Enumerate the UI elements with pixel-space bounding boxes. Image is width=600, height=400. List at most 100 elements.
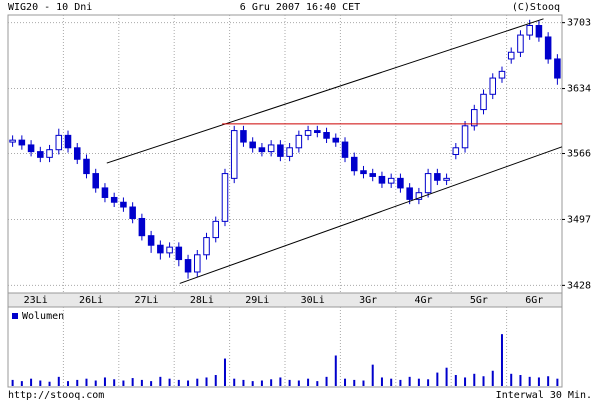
candle-body	[406, 187, 413, 200]
candle-body	[314, 130, 321, 134]
volume-bar	[390, 378, 393, 386]
x-tick-label: 30Li	[301, 295, 325, 306]
volume-bar	[168, 378, 171, 386]
candle-body	[110, 196, 118, 203]
y-tick-label: 3428	[567, 280, 591, 291]
volume-bar	[519, 375, 522, 386]
candle-body	[92, 173, 99, 189]
volume-bar	[67, 381, 70, 386]
volume-bar	[556, 378, 559, 386]
candle-body	[415, 192, 423, 200]
candle-body	[471, 109, 478, 127]
candle-body	[461, 125, 469, 149]
volume-bar	[436, 372, 439, 386]
candle-body	[286, 147, 293, 157]
candle-body	[46, 149, 53, 158]
volume-bar	[464, 377, 467, 386]
trendline	[179, 146, 563, 284]
volume-bar	[344, 378, 347, 386]
candle-body	[120, 201, 127, 208]
candle-body	[221, 173, 229, 222]
x-tick-label: 23Li	[24, 295, 48, 306]
candle-body	[157, 244, 164, 254]
candle-body	[480, 93, 487, 111]
volume-bar	[547, 376, 550, 386]
volume-bar	[427, 379, 430, 386]
candle-body	[397, 177, 404, 189]
x-tick-label: 29Li	[245, 295, 269, 306]
volume-bar	[187, 380, 190, 386]
candle-body	[9, 139, 16, 143]
x-tick-label: 27Li	[134, 295, 158, 306]
candle-body	[378, 175, 386, 184]
candle-body	[507, 51, 515, 60]
candle-body	[240, 130, 247, 143]
candle-body	[489, 77, 497, 95]
candle-body	[544, 36, 552, 60]
volume-bar	[380, 377, 383, 386]
candle-body	[175, 246, 183, 261]
volume-bar	[57, 376, 60, 386]
legend-label: Wolumen	[22, 311, 64, 322]
volume-bar	[417, 378, 420, 386]
volume-bar	[270, 379, 273, 386]
volume-bar	[150, 381, 153, 386]
candle-body	[517, 34, 524, 53]
volume-bar	[140, 379, 143, 386]
volume-bar	[482, 376, 485, 386]
volume-bar	[371, 364, 374, 386]
candle-body	[360, 170, 367, 175]
volume-bar	[103, 377, 106, 386]
candle-body	[526, 25, 533, 36]
candle-body	[424, 173, 432, 194]
candle-body	[434, 173, 441, 181]
legend-swatch	[12, 313, 18, 319]
volume-bar	[500, 334, 503, 386]
volume-bar	[454, 375, 457, 386]
volume-bar	[260, 380, 263, 386]
volume-bar	[94, 380, 97, 386]
candle-body	[101, 187, 109, 198]
candle-body	[212, 220, 220, 239]
candle-body	[443, 177, 450, 181]
candle-body	[83, 158, 90, 175]
volume-bar	[122, 380, 125, 386]
volume-bar	[362, 380, 365, 386]
candle-body	[18, 139, 26, 146]
volume-bar	[353, 379, 356, 386]
candle-body	[73, 147, 81, 160]
candle-body	[350, 156, 358, 172]
candle-body	[304, 130, 312, 136]
volume-bar	[205, 377, 208, 386]
y-tick-label: 3497	[567, 214, 591, 225]
volume-bar	[491, 370, 494, 386]
trendline	[106, 18, 544, 164]
candle-body	[341, 141, 349, 158]
volume-bar	[537, 377, 540, 386]
candle-body	[554, 58, 561, 79]
volume-bar	[233, 378, 236, 386]
y-tick-label: 3566	[567, 149, 591, 160]
volume-bar	[473, 373, 476, 386]
x-tick-label: 3Gr	[359, 295, 377, 306]
candle-body	[498, 70, 506, 79]
volume-bar	[214, 375, 217, 386]
volume-bar	[445, 367, 448, 386]
candle-body	[64, 134, 72, 149]
volume-bar	[288, 379, 291, 386]
volume-bar	[279, 377, 282, 386]
candle-body	[194, 254, 201, 273]
candle-body	[323, 132, 330, 139]
volume-bar	[196, 378, 199, 386]
candle-body	[147, 235, 155, 246]
candle-body	[258, 147, 266, 153]
candle-body	[184, 259, 192, 273]
candle-body	[27, 144, 35, 153]
volume-bar	[399, 379, 402, 386]
y-tick-label: 3634	[567, 84, 591, 95]
volume-bar	[113, 379, 116, 386]
footer-right: Interwal 30 Min.	[496, 390, 592, 400]
volume-bar	[20, 381, 23, 386]
volume-bar	[316, 381, 319, 386]
